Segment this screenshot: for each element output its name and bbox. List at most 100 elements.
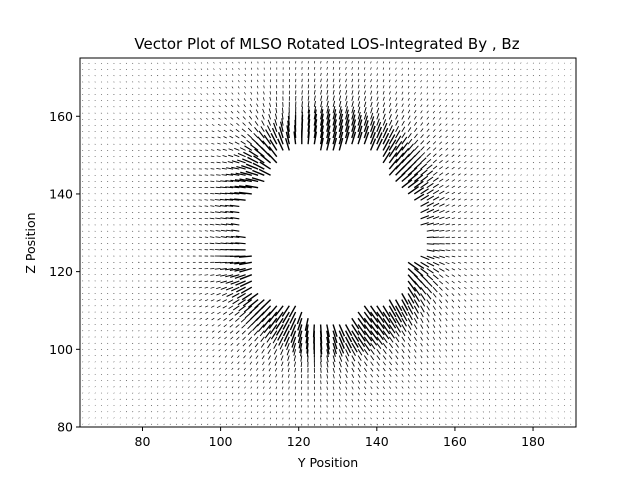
vector-arrow bbox=[482, 286, 485, 289]
vector-arrow bbox=[132, 417, 134, 419]
vector-arrow bbox=[520, 318, 522, 320]
vector-arrow bbox=[401, 355, 405, 360]
vector-arrow bbox=[407, 317, 413, 326]
vector-arrow bbox=[495, 380, 497, 382]
vector-arrow bbox=[507, 180, 510, 182]
vector-arrow bbox=[445, 210, 450, 213]
vector-arrow bbox=[451, 210, 456, 213]
vector-arrow bbox=[545, 162, 547, 164]
vector-arrow bbox=[439, 392, 441, 395]
vector-arrow bbox=[169, 417, 171, 419]
vector-arrow bbox=[501, 99, 503, 101]
vector-arrow bbox=[132, 398, 134, 400]
vector-arrow bbox=[188, 398, 190, 401]
vector-arrow bbox=[306, 349, 309, 357]
vector-arrow bbox=[339, 61, 341, 64]
vector-arrow bbox=[564, 106, 566, 108]
vector-arrow bbox=[357, 330, 366, 342]
vector-arrow bbox=[570, 137, 572, 139]
vector-arrow bbox=[557, 124, 559, 126]
vector-arrow bbox=[439, 355, 441, 358]
vector-arrow bbox=[545, 68, 547, 70]
vector-arrow bbox=[557, 342, 559, 344]
vector-arrow bbox=[351, 78, 354, 83]
vector-arrow bbox=[545, 336, 547, 338]
vector-arrow bbox=[426, 386, 429, 389]
vector-arrow bbox=[351, 411, 353, 414]
vector-arrow bbox=[288, 386, 290, 390]
vector-arrow bbox=[238, 392, 240, 395]
vector-arrow bbox=[564, 317, 566, 320]
vector-arrow bbox=[212, 336, 215, 339]
vector-arrow bbox=[470, 74, 472, 77]
vector-arrow bbox=[169, 367, 171, 369]
vector-arrow bbox=[240, 171, 252, 176]
vector-arrow bbox=[169, 75, 171, 77]
vector-arrow bbox=[489, 205, 492, 207]
vector-arrow bbox=[344, 330, 353, 343]
vector-arrow bbox=[476, 68, 478, 70]
vector-arrow bbox=[301, 84, 303, 89]
vector-arrow bbox=[482, 293, 485, 295]
vector-arrow bbox=[376, 118, 380, 126]
vector-arrow bbox=[439, 274, 444, 278]
vector-arrow bbox=[564, 99, 566, 101]
vector-arrow bbox=[401, 115, 405, 120]
vector-arrow bbox=[495, 398, 497, 401]
vector-arrow bbox=[451, 99, 454, 101]
vector-arrow bbox=[107, 392, 109, 394]
vector-arrow bbox=[286, 125, 290, 139]
vector-arrow bbox=[570, 423, 572, 425]
vector-arrow bbox=[458, 255, 462, 258]
vector-arrow bbox=[194, 81, 196, 83]
vector-arrow bbox=[376, 73, 378, 76]
vector-arrow bbox=[451, 191, 456, 195]
vector-arrow bbox=[507, 124, 510, 126]
vector-arrow bbox=[228, 311, 234, 316]
vector-arrow bbox=[451, 217, 456, 220]
vector-arrow bbox=[439, 386, 441, 389]
vector-arrow bbox=[305, 324, 309, 338]
vector-arrow bbox=[407, 411, 410, 413]
vector-arrow bbox=[351, 317, 360, 330]
vector-arrow bbox=[451, 305, 454, 309]
vector-arrow bbox=[470, 355, 472, 358]
vector-arrow bbox=[414, 361, 417, 365]
vector-arrow bbox=[225, 392, 228, 395]
vector-arrow bbox=[520, 199, 522, 201]
vector-arrow bbox=[247, 299, 259, 308]
vector-arrow bbox=[231, 380, 234, 383]
vector-arrow bbox=[345, 392, 347, 396]
vector-arrow bbox=[119, 380, 121, 382]
vector-arrow bbox=[187, 299, 190, 301]
vector-arrow bbox=[407, 417, 410, 420]
vector-arrow bbox=[138, 423, 140, 425]
vector-arrow bbox=[501, 186, 504, 188]
vector-arrow bbox=[482, 355, 484, 357]
vector-arrow bbox=[345, 67, 347, 70]
vector-arrow bbox=[445, 423, 447, 425]
vector-arrow bbox=[476, 374, 478, 376]
vector-arrow bbox=[551, 87, 553, 89]
vector-arrow bbox=[338, 119, 344, 132]
vector-arrow bbox=[551, 112, 553, 114]
vector-arrow bbox=[457, 198, 461, 201]
vector-arrow bbox=[194, 373, 196, 376]
vector-arrow bbox=[514, 336, 516, 338]
vector-arrow bbox=[432, 61, 434, 64]
vector-arrow bbox=[210, 168, 215, 170]
vector-arrow bbox=[370, 386, 373, 390]
vector-arrow bbox=[269, 91, 271, 95]
vector-arrow bbox=[338, 367, 342, 373]
vector-arrow bbox=[332, 131, 338, 145]
vector-arrow bbox=[175, 93, 178, 95]
vector-arrow bbox=[482, 361, 484, 364]
vector-arrow bbox=[233, 154, 240, 158]
vector-arrow bbox=[539, 68, 541, 70]
vector-arrow bbox=[476, 299, 479, 302]
vector-arrow bbox=[451, 86, 453, 89]
vector-arrow bbox=[244, 405, 246, 407]
vector-arrow bbox=[388, 355, 393, 360]
vector-arrow bbox=[526, 112, 528, 114]
vector-arrow bbox=[551, 81, 553, 83]
